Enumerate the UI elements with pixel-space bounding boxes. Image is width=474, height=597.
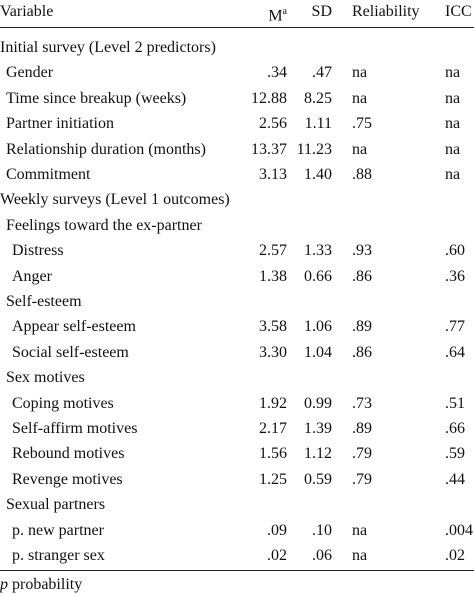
cell-variable: Revenge motives	[12, 470, 123, 488]
cell-icc: na	[445, 89, 461, 107]
group-title: Sex motives	[6, 369, 85, 387]
cell-reliability: na	[352, 521, 368, 539]
cell-variable: Gender	[6, 64, 54, 82]
group-title: Self-esteem	[6, 293, 82, 310]
cell-reliability: na	[352, 64, 368, 82]
header-text: ICC	[445, 3, 472, 20]
cell-sd: .06	[312, 547, 332, 564]
cell-icc: .66	[445, 420, 465, 437]
cell-mean: 1.25	[259, 470, 287, 488]
cell-sd: 0.99	[304, 394, 332, 412]
cell-sd: 1.40	[304, 166, 332, 183]
cell-sd: 1.04	[304, 343, 332, 361]
cell-reliability: .89	[352, 420, 372, 437]
bottom-rule	[0, 570, 474, 571]
cell-mean: 1.38	[259, 267, 287, 285]
cell-mean: 1.56	[259, 445, 287, 463]
cell-icc: .59	[445, 445, 465, 463]
cell-reliability: na	[352, 89, 368, 107]
cell-icc: na	[445, 140, 461, 158]
cell-variable: Coping motives	[12, 394, 114, 412]
cell-sd: 11.23	[296, 140, 332, 158]
footnote-text: probability	[8, 576, 83, 593]
cell-sd: 1.06	[304, 318, 332, 336]
cell-icc: .77	[445, 318, 465, 336]
cell-reliability: .88	[352, 166, 372, 183]
header-variable: Variable	[0, 2, 53, 22]
header-text: SD	[311, 3, 332, 20]
cell-icc: na	[445, 115, 461, 133]
cell-mean: .09	[267, 521, 287, 539]
cell-variable: Social self-esteem	[12, 343, 129, 361]
cell-icc: .64	[445, 343, 465, 361]
header-text: Variable	[0, 3, 54, 20]
header-superscript: a	[282, 6, 287, 17]
header-reliability: Reliability	[352, 2, 420, 22]
cell-variable: p. new partner	[12, 521, 104, 539]
cell-sd: 8.25	[304, 89, 332, 107]
cell-reliability: na	[352, 140, 368, 158]
cell-sd: 1.11	[304, 115, 332, 133]
cell-mean: 3.13	[259, 166, 287, 183]
cell-reliability: na	[352, 547, 368, 564]
cell-sd: 1.33	[304, 242, 332, 260]
cell-icc: .44	[445, 470, 465, 488]
cell-variable: Anger	[12, 267, 52, 285]
cell-icc: .51	[445, 394, 465, 412]
cell-mean: 2.56	[259, 115, 287, 133]
cell-variable: Time since breakup (weeks)	[6, 89, 187, 107]
cell-variable: Appear self-esteem	[12, 318, 136, 336]
cell-icc: na	[445, 166, 461, 183]
cell-variable: p. stranger sex	[12, 547, 105, 564]
cell-mean: 1.92	[259, 394, 287, 412]
cell-variable: Relationship duration (months)	[6, 140, 206, 158]
cell-icc: .60	[445, 242, 465, 260]
cell-sd: .47	[312, 64, 332, 82]
cell-variable: Rebound motives	[12, 445, 125, 463]
cell-icc: .36	[445, 267, 465, 285]
header-text: M	[268, 7, 283, 25]
cell-variable: Commitment	[6, 166, 91, 183]
cell-sd: 0.59	[304, 470, 332, 488]
header-sd: SD	[312, 2, 332, 22]
cell-sd: 0.66	[304, 267, 332, 285]
cell-variable: Self-affirm motives	[12, 420, 138, 437]
header-icc: ICC	[445, 2, 472, 22]
cell-mean: 2.57	[259, 242, 287, 260]
cell-mean: 13.37	[251, 140, 287, 158]
cell-sd: 1.12	[304, 445, 332, 463]
cell-icc: .02	[445, 547, 465, 564]
cell-reliability: .86	[352, 343, 372, 361]
cell-sd: 1.39	[304, 420, 332, 437]
cell-reliability: .93	[352, 242, 372, 260]
cell-reliability: .79	[352, 445, 372, 463]
header-rule	[0, 27, 474, 28]
footnote: p probability	[0, 575, 82, 595]
cell-icc: na	[445, 64, 461, 82]
header-text: Reliability	[352, 3, 420, 20]
cell-sd: .10	[312, 521, 332, 539]
cell-mean: .02	[267, 547, 287, 564]
cell-reliability: .75	[352, 115, 372, 133]
header-mean: Ma	[268, 2, 287, 26]
cell-mean: .34	[267, 64, 287, 82]
cell-reliability: .89	[352, 318, 372, 336]
footnote-symbol: p	[0, 576, 8, 593]
section-title: Weekly surveys (Level 1 outcomes)	[0, 191, 230, 209]
cell-reliability: .73	[352, 394, 372, 412]
cell-variable: Partner initiation	[6, 115, 114, 133]
group-title: Feelings toward the ex-partner	[6, 216, 202, 234]
section-title: Initial survey (Level 2 predictors)	[0, 39, 216, 56]
cell-reliability: .79	[352, 470, 372, 488]
cell-mean: 2.17	[259, 420, 287, 437]
cell-mean: 3.58	[259, 318, 287, 336]
cell-mean: 3.30	[259, 343, 287, 361]
cell-reliability: .86	[352, 267, 372, 285]
cell-mean: 12.88	[251, 89, 287, 107]
cell-icc: .004	[445, 521, 473, 539]
cell-variable: Distress	[12, 242, 64, 260]
group-title: Sexual partners	[6, 496, 106, 514]
